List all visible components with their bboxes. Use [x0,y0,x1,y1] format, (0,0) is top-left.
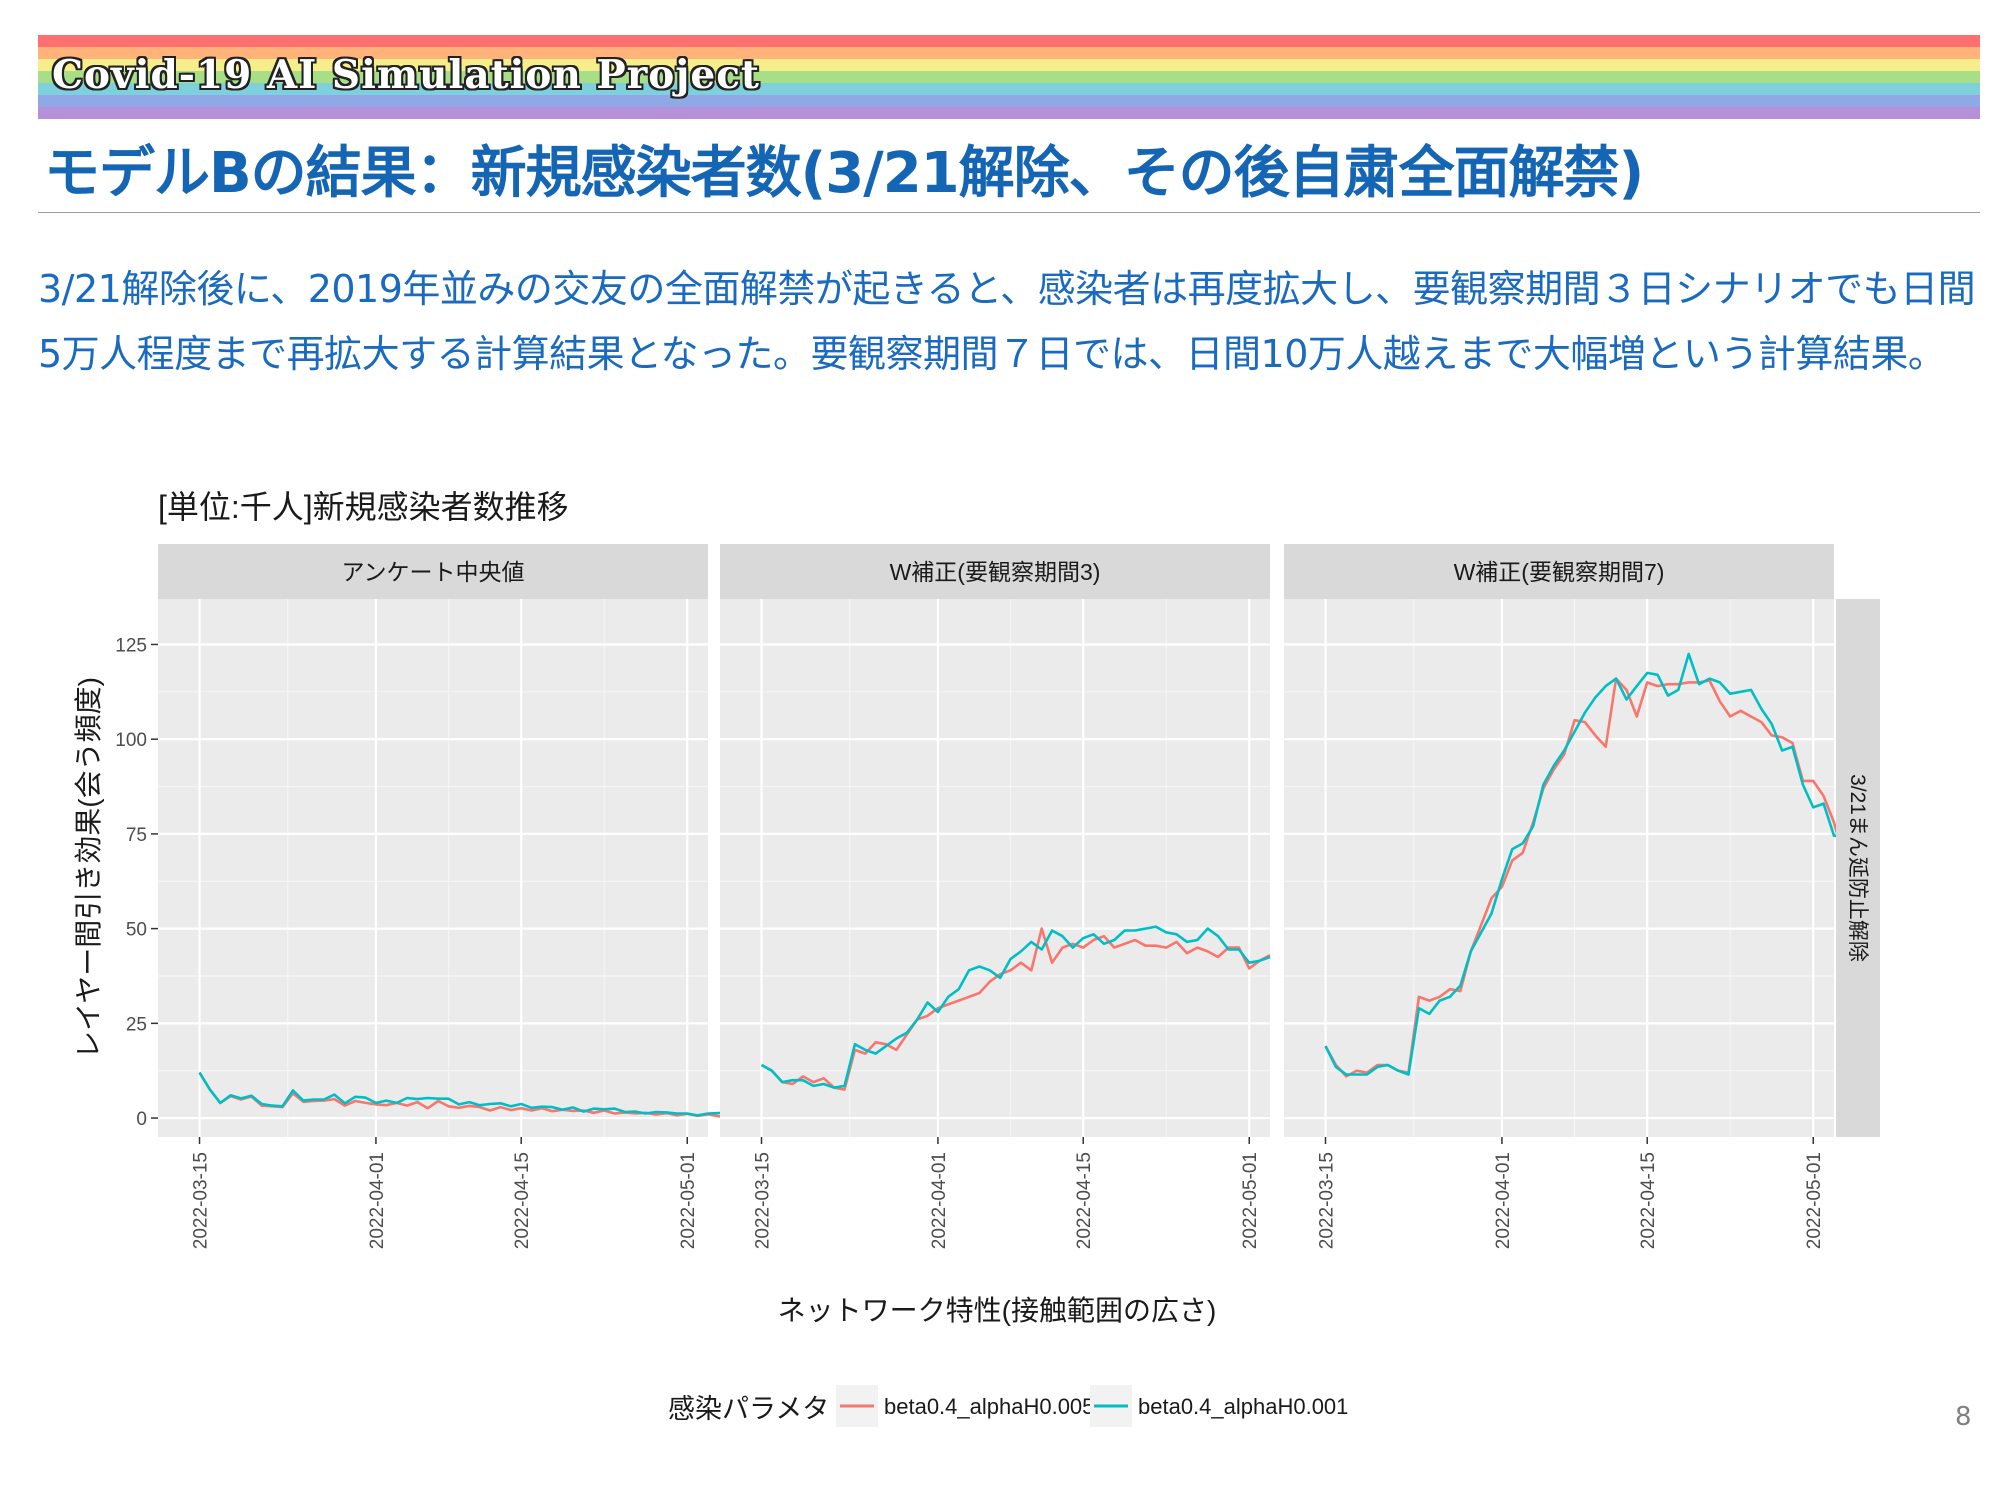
y-tick-label: 50 [126,920,147,941]
facet-strip [1284,544,1834,599]
chart-title: [単位:千人]新規感染者数推移 [158,489,569,525]
summary-line-2: 5万人程度まで再拡大する計算結果となった。要観察期間７日では、日間10万人越えま… [38,332,1946,376]
series-line-alphaH0-001 [760,925,1271,1089]
y-tick-label: 75 [126,825,147,846]
summary-line-1: 3/21解除後に、2019年並みの交友の全面解禁が起きると、感染者は再度拡大し、… [38,267,1976,311]
x-tick-label: 2022-05-01 [1804,1152,1825,1249]
legend-label: beta0.4_alphaH0.001 [1138,1394,1348,1419]
rainbow-stripe [38,59,1980,71]
x-tick-label: 2022-05-01 [1240,1152,1261,1249]
x-tick-label: 2022-04-15 [512,1152,533,1249]
plot-panel [720,599,1270,1137]
rainbow-stripe [38,95,1980,107]
x-tick-label: 2022-04-01 [1493,1152,1514,1249]
facet-strip [720,544,1270,599]
page-number: 8 [1955,1402,1972,1432]
x-tick-label: 2022-05-01 [678,1152,699,1249]
x-tick-label: 2022-04-01 [929,1152,950,1249]
rainbow-stripe [38,107,1980,119]
x-tick-label: 2022-03-15 [1317,1152,1338,1249]
facet-strip [158,544,708,599]
legend-label: beta0.4_alphaH0.005 [884,1394,1094,1419]
series-line-alphaH0-001 [198,1071,729,1117]
y-tick-label: 25 [126,1014,147,1035]
row-strip-label: 3/21まん延防止解除 [1846,774,1869,962]
y-tick-label: 0 [136,1109,147,1130]
facet-label: W補正(要観察期間3) [890,559,1101,585]
rainbow-stripe [38,47,1980,59]
rainbow-stripe [38,83,1980,95]
y-tick-label: 100 [115,730,147,751]
facet-label: W補正(要観察期間7) [1454,559,1665,585]
project-title: Covid-19 AI Simulation Project [52,52,760,98]
x-tick-label: 2022-04-15 [1074,1152,1095,1249]
slide-title: モデルBの結果：新規感染者数(3/21解除、その後自粛全面解禁) [44,141,1644,206]
plot-panel [158,599,708,1137]
x-tick-label: 2022-04-15 [1638,1152,1659,1249]
x-tick-label: 2022-03-15 [753,1152,774,1249]
series-line-alphaH0-001 [1324,652,1845,1076]
rainbow-banner [38,35,1980,119]
x-axis-title: ネットワーク特性(接触範囲の広さ) [778,1295,1217,1326]
y-axis-title: レイヤー間引き効果(会う頻度) [73,677,104,1059]
title-divider [38,212,1980,213]
legend-title: 感染パラメタ [668,1394,829,1424]
x-tick-label: 2022-04-01 [367,1152,388,1249]
y-tick-label: 125 [115,635,147,656]
facet-label: アンケート中央値 [341,559,524,585]
row-strip [1836,599,1880,1137]
plot-panel [1284,599,1834,1137]
rainbow-stripe [38,71,1980,83]
x-tick-label: 2022-03-15 [191,1152,212,1249]
rainbow-stripe [38,35,1980,47]
